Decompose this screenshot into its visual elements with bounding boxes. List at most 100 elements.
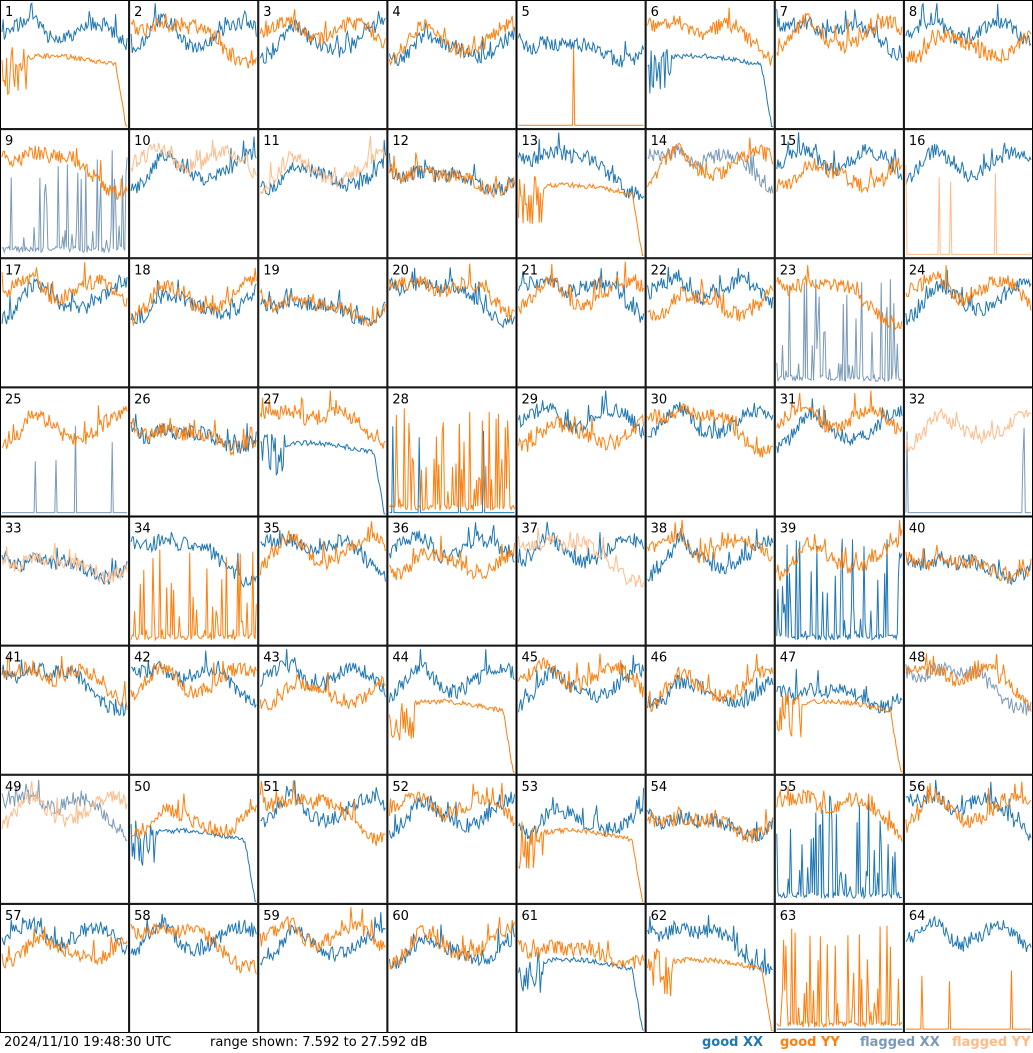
panel-44: 44	[387, 645, 517, 775]
series-yy	[1, 781, 128, 830]
series-yy	[388, 782, 515, 827]
series-yy	[389, 535, 515, 581]
series-yy	[389, 408, 515, 512]
panel-label: 1	[5, 5, 13, 20]
legend-flagged-yy: flagged YY	[952, 1035, 1031, 1050]
legend-good-xx: good XX	[702, 1035, 764, 1050]
series-yy	[776, 925, 903, 1029]
panel-62: 62	[645, 903, 775, 1033]
panel-frame	[645, 645, 775, 775]
panel-18: 18	[129, 258, 259, 388]
series-yy	[776, 12, 903, 57]
panel-label: 24	[909, 263, 926, 278]
series-xx	[260, 287, 386, 327]
panel-frame	[516, 516, 646, 646]
panel-label: 58	[134, 909, 151, 924]
series-xx	[388, 522, 515, 565]
panel-label: 37	[522, 522, 539, 537]
panel-label: 53	[522, 780, 539, 795]
panel-frame	[258, 129, 388, 259]
series-xx	[647, 49, 773, 127]
panel-frame	[129, 129, 259, 259]
series-yy	[1, 145, 128, 200]
series-xx	[518, 787, 645, 840]
series-yy	[388, 263, 515, 323]
panel-label: 13	[522, 134, 539, 149]
series-yy	[518, 413, 645, 452]
panel-label: 39	[780, 522, 797, 537]
panel-label: 30	[651, 392, 668, 407]
panel-21: 21	[516, 258, 646, 388]
panel-8: 8	[903, 0, 1033, 130]
series-yy	[518, 261, 645, 315]
panel-label: 35	[263, 522, 280, 537]
series-xx	[1, 150, 128, 254]
panel-24: 24	[903, 258, 1033, 388]
panel-28: 28	[387, 387, 517, 517]
series-yy	[776, 519, 903, 581]
legend-flagged-xx: flagged XX	[860, 1035, 940, 1050]
panel-frame	[0, 774, 130, 904]
panel-label: 32	[909, 392, 926, 407]
series-yy	[647, 806, 774, 844]
panel-label: 28	[392, 392, 409, 407]
panel-label: 64	[909, 909, 926, 924]
panel-26: 26	[129, 387, 259, 517]
panel-34: 34	[129, 516, 259, 646]
series-xx	[776, 668, 903, 714]
series-xx	[1, 274, 128, 325]
series-yy	[647, 403, 774, 458]
panel-32: 32	[903, 387, 1033, 517]
panel-label: 21	[522, 263, 539, 278]
series-yy	[776, 786, 903, 842]
panel-54: 54	[645, 774, 775, 904]
panel-frame	[516, 774, 646, 904]
series-xx	[388, 920, 515, 969]
panel-2: 2	[129, 0, 259, 130]
series-yy	[1, 655, 128, 710]
panel-3: 3	[258, 0, 388, 130]
panel-label: 25	[5, 392, 22, 407]
panel-frame	[387, 645, 517, 775]
panel-frame	[903, 645, 1033, 775]
series-yy	[776, 157, 903, 194]
series-xx	[1, 1, 128, 50]
panel-59: 59	[258, 903, 388, 1033]
series-yy	[130, 13, 257, 69]
series-xx	[518, 521, 645, 569]
panel-15: 15	[774, 129, 904, 259]
series-yy	[259, 135, 386, 195]
panel-63: 63	[774, 903, 904, 1033]
series-yy	[905, 544, 1032, 583]
footer: 2024/11/10 19:48:30 UTC range shown: 7.5…	[0, 1033, 1033, 1053]
panel-64: 64	[903, 903, 1033, 1033]
panel-46: 46	[645, 645, 775, 775]
series-yy	[905, 781, 1032, 833]
series-yy	[905, 408, 1032, 454]
series-xx	[647, 527, 774, 582]
panel-48: 48	[903, 645, 1033, 775]
series-yy	[259, 288, 386, 328]
series-yy	[647, 948, 773, 1031]
series-yy	[647, 278, 774, 322]
panel-label: 11	[263, 134, 280, 149]
legend-good-yy: good YY	[780, 1035, 840, 1050]
series-xx	[518, 951, 644, 1031]
series-yy	[1, 405, 128, 449]
panel-frame	[129, 774, 259, 904]
panel-frame	[645, 387, 775, 517]
series-xx	[130, 820, 257, 902]
panel-label: 45	[522, 651, 539, 666]
panel-label: 38	[651, 522, 668, 537]
series-yy	[905, 653, 1032, 712]
series-xx	[130, 913, 257, 957]
panel-label: 9	[5, 134, 13, 149]
series-xx	[2, 426, 128, 514]
series-xx	[388, 648, 515, 703]
panel-frame	[516, 0, 646, 130]
series-yy	[1, 262, 128, 308]
panel-37: 37	[516, 516, 646, 646]
panel-label: 42	[134, 651, 151, 666]
panel-label: 20	[392, 263, 409, 278]
series-yy	[1, 47, 128, 127]
